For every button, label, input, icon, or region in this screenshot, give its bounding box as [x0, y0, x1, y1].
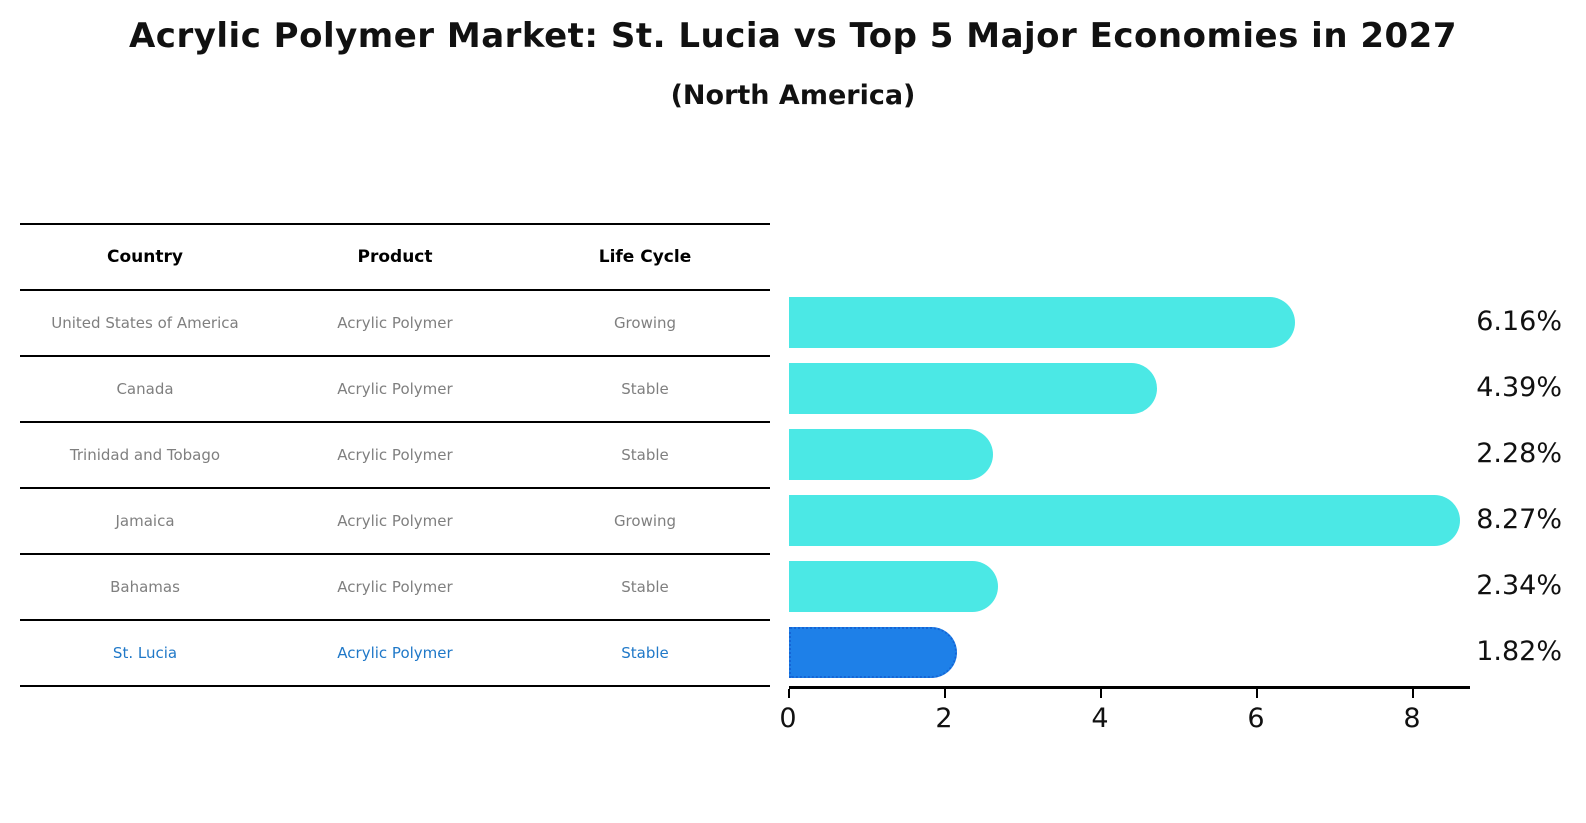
cell-country: Bahamas	[110, 578, 180, 596]
cell-product: Acrylic Polymer	[337, 446, 453, 464]
table-row: Bahamas Acrylic Polymer Stable	[20, 555, 770, 621]
column-header-product: Product	[357, 247, 433, 267]
cell-life-cycle: Stable	[621, 644, 669, 662]
bar-st-lucia[interactable]	[789, 626, 957, 678]
value-labels: 6.16% 4.39% 2.28% 8.27% 2.34% 1.82%	[1450, 289, 1562, 685]
cell-product: Acrylic Polymer	[337, 314, 453, 332]
bar-trinidad-and-tobago[interactable]	[789, 428, 993, 480]
table-row: Canada Acrylic Polymer Stable	[20, 357, 770, 423]
table-row: Jamaica Acrylic Polymer Growing	[20, 489, 770, 555]
cell-life-cycle: Stable	[621, 578, 669, 596]
x-axis-tick-label: 2	[935, 703, 953, 734]
x-axis-tick-label: 4	[1091, 703, 1109, 734]
value-label: 6.16%	[1476, 306, 1562, 337]
bar-united-states-of-america[interactable]	[789, 296, 1296, 348]
column-header-country: Country	[107, 247, 183, 267]
x-axis-tick-label: 6	[1247, 703, 1265, 734]
page-title: Acrylic Polymer Market: St. Lucia vs Top…	[128, 16, 1457, 56]
value-label: 4.39%	[1476, 372, 1562, 403]
cell-product: Acrylic Polymer	[337, 644, 453, 662]
cell-country: Trinidad and Tobago	[69, 446, 221, 464]
table-row: Trinidad and Tobago Acrylic Polymer Stab…	[20, 423, 770, 489]
table-header-row: Country Product Life Cycle	[20, 223, 770, 291]
page-subtitle: (North America)	[670, 80, 916, 111]
cell-country: Canada	[116, 380, 174, 398]
cell-life-cycle: Growing	[613, 314, 677, 332]
bar-bahamas[interactable]	[789, 560, 998, 612]
x-axis-tick: 8	[1403, 689, 1421, 734]
x-axis-tick: 2	[935, 689, 953, 734]
value-label: 1.82%	[1476, 636, 1562, 667]
cell-country: United States of America	[51, 314, 239, 332]
table-row-st-lucia: St. Lucia Acrylic Polymer Stable	[20, 621, 770, 687]
cell-life-cycle: Stable	[621, 446, 669, 464]
cell-product: Acrylic Polymer	[337, 578, 453, 596]
x-axis-tick: 4	[1091, 689, 1109, 734]
x-axis: 0 2 4 6 8	[779, 686, 1470, 734]
x-axis-tick-label: 8	[1403, 703, 1421, 734]
country-table: Country Product Life Cycle United States…	[20, 223, 770, 687]
bar-chart	[789, 289, 1489, 685]
x-axis-tick: 0	[779, 689, 797, 734]
cell-country: St. Lucia	[112, 644, 178, 662]
table-row: United States of America Acrylic Polymer…	[20, 291, 770, 357]
cell-product: Acrylic Polymer	[337, 380, 453, 398]
cell-life-cycle: Growing	[613, 512, 677, 530]
cell-product: Acrylic Polymer	[337, 512, 453, 530]
x-axis-tick: 6	[1247, 689, 1265, 734]
cell-country: Jamaica	[115, 512, 175, 530]
value-label: 2.34%	[1476, 570, 1562, 601]
x-axis-tick-label: 0	[779, 703, 797, 734]
value-label: 2.28%	[1476, 438, 1562, 469]
column-header-life-cycle: Life Cycle	[598, 247, 692, 267]
value-label: 8.27%	[1476, 504, 1562, 535]
bar-canada[interactable]	[789, 362, 1158, 414]
cell-life-cycle: Stable	[621, 380, 669, 398]
bar-jamaica[interactable]	[789, 494, 1461, 546]
